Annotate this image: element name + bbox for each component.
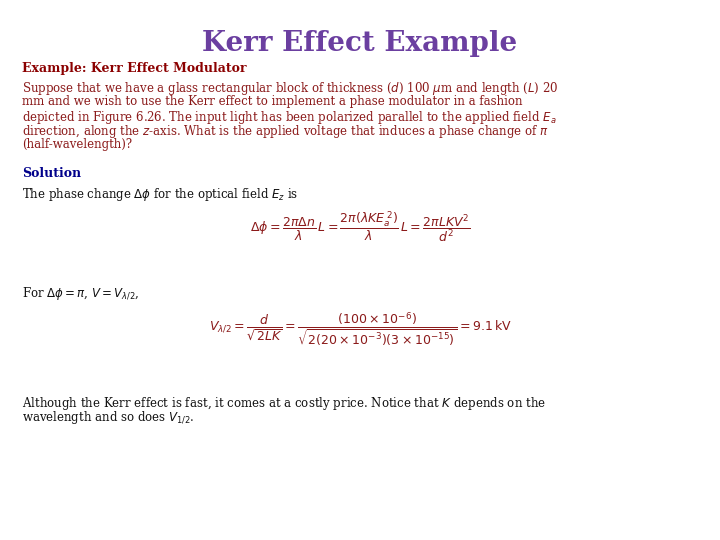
Text: mm and we wish to use the Kerr effect to implement a phase modulator in a fashio: mm and we wish to use the Kerr effect to…: [22, 94, 523, 107]
Text: The phase change $\Delta\phi$ for the optical field $E_z$ is: The phase change $\Delta\phi$ for the op…: [22, 186, 298, 203]
Text: Suppose that we have a glass rectangular block of thickness ($d$) 100 $\mu$m and: Suppose that we have a glass rectangular…: [22, 80, 559, 97]
Text: Solution: Solution: [22, 167, 81, 180]
Text: direction, along the $z$-axis. What is the applied voltage that induces a phase : direction, along the $z$-axis. What is t…: [22, 124, 549, 140]
Text: wavelength and so does $V_{1/2}$.: wavelength and so does $V_{1/2}$.: [22, 409, 194, 426]
Text: depicted in Figure 6.26. The input light has been polarized parallel to the appl: depicted in Figure 6.26. The input light…: [22, 109, 557, 126]
Text: $\Delta\phi = \dfrac{2\pi\Delta n}{\lambda}\, L = \dfrac{2\pi(\lambda K E_a^{\,2: $\Delta\phi = \dfrac{2\pi\Delta n}{\lamb…: [250, 210, 470, 245]
Text: Example: Kerr Effect Modulator: Example: Kerr Effect Modulator: [22, 62, 246, 75]
Text: $V_{\lambda/2} = \dfrac{d}{\sqrt{2LK}} = \dfrac{(100\times10^{-6})}{\sqrt{2(20\t: $V_{\lambda/2} = \dfrac{d}{\sqrt{2LK}} =…: [209, 310, 511, 349]
Text: (half-wavelength)?: (half-wavelength)?: [22, 138, 132, 151]
Text: Although the Kerr effect is fast, it comes at a costly price. Notice that $K$ de: Although the Kerr effect is fast, it com…: [22, 395, 546, 412]
Text: For $\Delta\phi= \pi$, $V = V_{\lambda/2}$,: For $\Delta\phi= \pi$, $V = V_{\lambda/2…: [22, 285, 140, 301]
Text: Kerr Effect Example: Kerr Effect Example: [202, 30, 518, 57]
